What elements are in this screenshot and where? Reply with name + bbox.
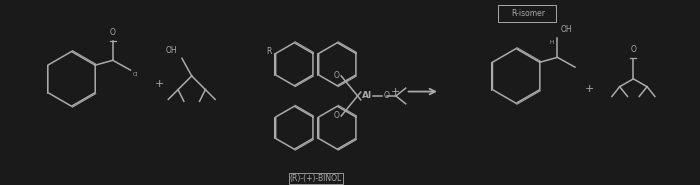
FancyBboxPatch shape — [498, 5, 556, 22]
Text: O: O — [333, 71, 340, 80]
Text: Al: Al — [361, 91, 372, 100]
Text: O: O — [383, 91, 389, 100]
Text: O: O — [631, 46, 636, 54]
Text: OH: OH — [165, 46, 177, 56]
Text: R-isomer: R-isomer — [511, 9, 545, 18]
Text: O: O — [110, 28, 116, 37]
Text: O: O — [333, 112, 340, 120]
Text: R: R — [266, 47, 272, 56]
Text: +: + — [391, 87, 400, 97]
Text: OH: OH — [560, 25, 572, 34]
Text: +: + — [155, 79, 164, 89]
Text: (R)-(+)-BINOL: (R)-(+)-BINOL — [290, 174, 342, 183]
Text: H: H — [550, 40, 554, 45]
Text: +: + — [584, 84, 594, 94]
Text: Cl: Cl — [132, 72, 138, 77]
